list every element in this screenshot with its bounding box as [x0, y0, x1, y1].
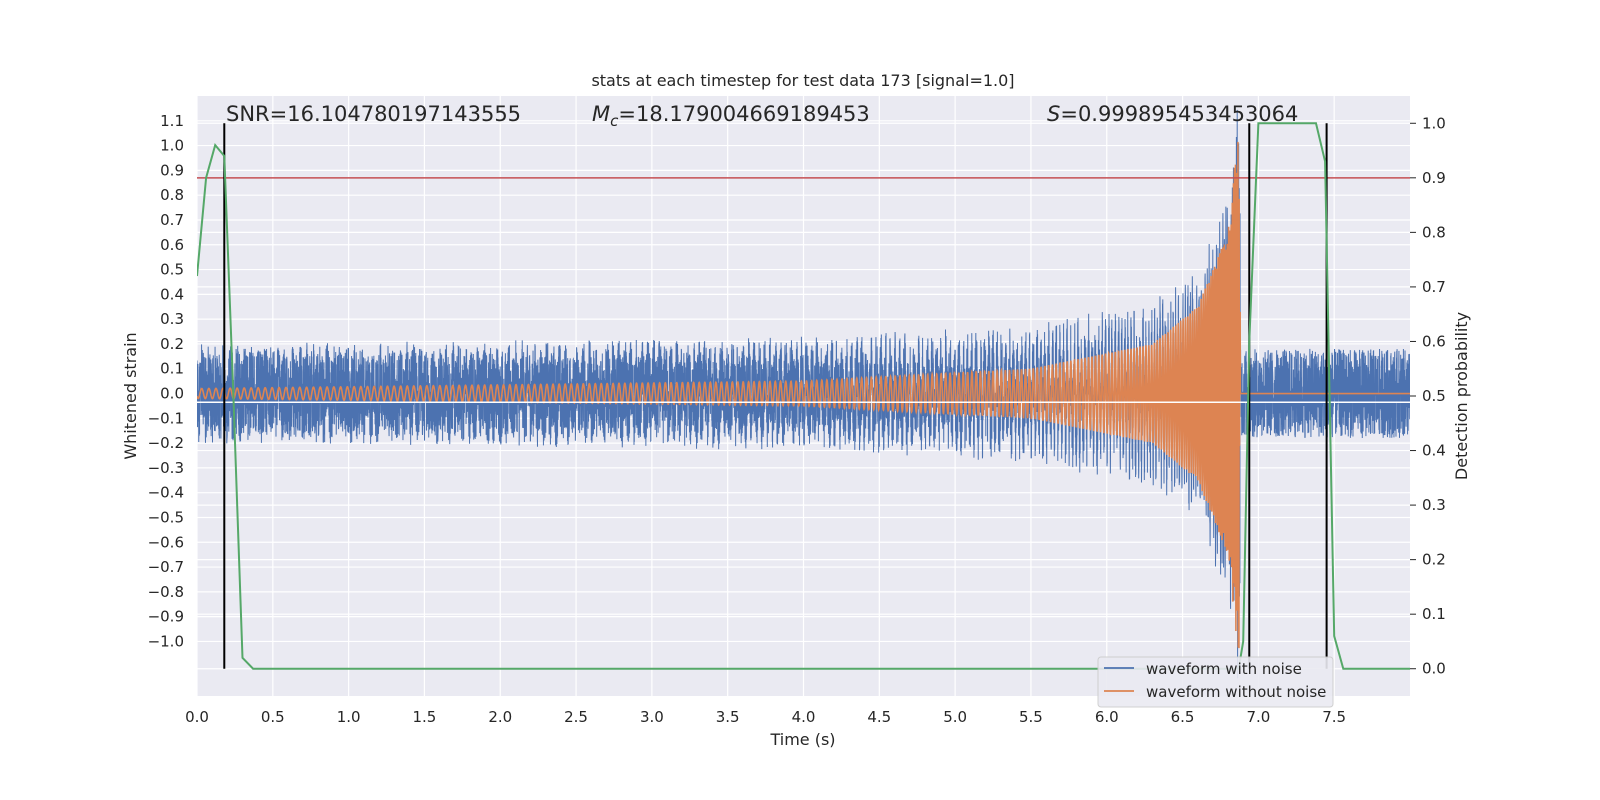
snr-annotation: SNR=16.104780197143555	[226, 102, 521, 126]
x-tick-label: 7.5	[1322, 708, 1346, 726]
x-tick-label: 2.5	[564, 708, 588, 726]
x-tick-label: 6.5	[1171, 708, 1195, 726]
y-tick-label: 0.3	[160, 310, 184, 328]
y2-tick-label: 0.0	[1422, 660, 1446, 678]
y2-tick-label: 0.3	[1422, 496, 1446, 514]
y-tick-label: −1.0	[148, 632, 184, 650]
y-tick-label: −0.1	[148, 409, 184, 427]
y2-tick-label: 0.9	[1422, 169, 1446, 187]
s-symbol: S	[1047, 102, 1060, 126]
y-tick-label: 0.4	[160, 285, 184, 303]
x-tick-label: 5.0	[943, 708, 967, 726]
y-axis-ticks: 1.1 1.0 0.9 0.8 0.7 0.6 0.5 0.4 0.3 0.2 0.1 0.0 −0.1…	[148, 112, 184, 651]
x-tick-label: 3.0	[640, 708, 664, 726]
y2-tick-label: 0.6	[1422, 332, 1446, 350]
x-tick-label: 7.0	[1246, 708, 1270, 726]
y-tick-label: −0.5	[148, 508, 184, 526]
y2-tick-label: 0.1	[1422, 605, 1446, 623]
y2-tick-label: 0.4	[1422, 442, 1446, 460]
y-tick-label: 0.8	[160, 186, 184, 204]
y-tick-label: 0.1	[160, 360, 184, 378]
x-tick-label: 6.0	[1095, 708, 1119, 726]
series-detection-probability	[197, 122, 1410, 670]
chart-title: stats at each timestep for test data 173…	[591, 71, 1014, 90]
y-tick-label: −0.2	[148, 434, 184, 452]
mc-value: =18.179004669189453	[618, 102, 869, 126]
x-tick-label: 0.5	[261, 708, 285, 726]
y2-tick-label: 0.2	[1422, 551, 1446, 569]
x-tick-label: 1.5	[413, 708, 437, 726]
legend-label-clean: waveform without noise	[1146, 683, 1326, 701]
y-tick-label: 0.2	[160, 335, 184, 353]
y2-tick-label: 0.7	[1422, 278, 1446, 296]
y-tick-label: −0.8	[148, 583, 184, 601]
mc-symbol: M	[592, 102, 610, 126]
y2-axis-label: Detection probability	[1452, 312, 1471, 480]
y2-tick-label: 0.8	[1422, 223, 1446, 241]
x-axis-ticks: 0.0 0.5 1.0 1.5 2.0 2.5 3.0 3.5 4.0 4.5 5.0 5.5 6.0 6…	[185, 708, 1346, 726]
y2-axis-ticks: 1.0 0.9 0.8 0.7 0.6 0.5 0.4 0.3 0.2 0.1 0.0	[1410, 114, 1446, 678]
y-tick-label: −0.4	[148, 484, 184, 502]
x-axis-label: Time (s)	[769, 730, 835, 749]
legend-label-noise: waveform with noise	[1146, 660, 1302, 678]
y-axis-label: Whitened strain	[121, 332, 140, 459]
x-tick-label: 1.0	[337, 708, 361, 726]
y-tick-label: −0.3	[148, 459, 184, 477]
x-tick-label: 4.0	[792, 708, 816, 726]
y-tick-label: 0.5	[160, 261, 184, 279]
x-tick-label: 0.0	[185, 708, 209, 726]
x-tick-label: 2.0	[488, 708, 512, 726]
y-tick-label: 1.1	[160, 112, 184, 130]
y-tick-label: −0.7	[148, 558, 184, 576]
s-value: =0.999895453453064	[1060, 102, 1298, 126]
s-annotation: S=0.999895453453064	[1047, 102, 1298, 126]
y-tick-label: −0.6	[148, 533, 184, 551]
y2-tick-label: 0.5	[1422, 387, 1446, 405]
series-waveform-without-noise	[197, 141, 1410, 649]
legend: waveform with noise waveform without noi…	[1097, 656, 1334, 708]
y-tick-label: 1.0	[160, 137, 184, 155]
y-tick-label: −0.9	[148, 608, 184, 626]
y-tick-label: 0.7	[160, 211, 184, 229]
y-tick-label: 0.9	[160, 161, 184, 179]
chirp-mass-annotation: Mc=18.179004669189453	[592, 102, 870, 130]
y-tick-label: 0.6	[160, 236, 184, 254]
x-tick-label: 5.5	[1019, 708, 1043, 726]
mc-subscript: c	[610, 112, 619, 130]
x-tick-label: 4.5	[867, 708, 891, 726]
y2-tick-label: 1.0	[1422, 114, 1446, 132]
x-tick-label: 3.5	[716, 708, 740, 726]
y-tick-label: 0.0	[160, 385, 184, 403]
